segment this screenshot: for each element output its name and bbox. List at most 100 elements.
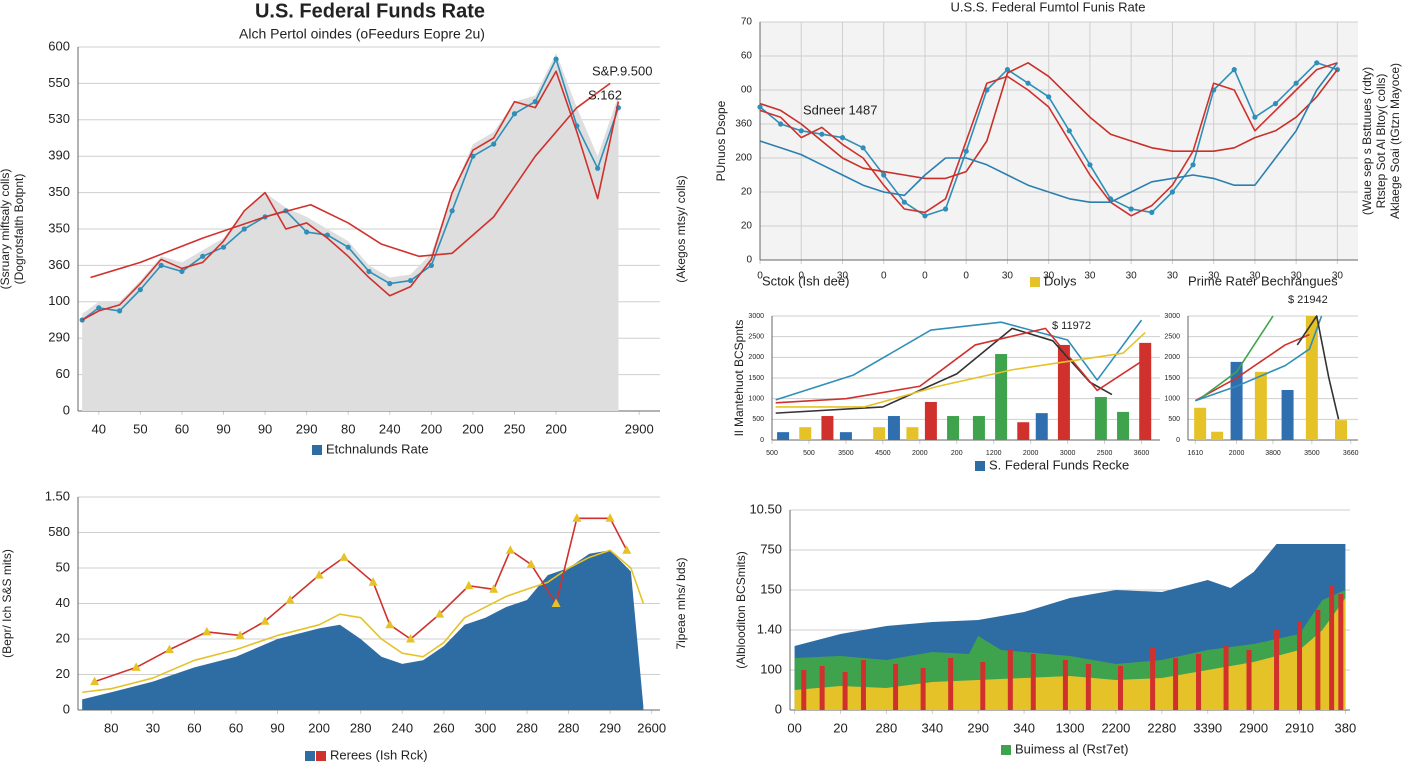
marker	[407, 277, 414, 284]
y-tick-label: 1.40	[757, 621, 782, 636]
marker	[922, 213, 928, 219]
y-tick-label: 600	[48, 38, 70, 53]
line	[759, 62, 1339, 203]
y-tick-label: 20	[741, 221, 753, 232]
bar	[801, 670, 807, 710]
marker	[137, 287, 143, 293]
marker	[798, 128, 804, 134]
axis-label: Il Mantehuot BCSpnts	[732, 320, 746, 437]
marker	[901, 199, 907, 205]
bar	[1335, 420, 1347, 440]
marker	[387, 281, 393, 287]
axis-label: (Bepr/ Ich S&S mits)	[0, 549, 14, 658]
bar	[980, 662, 986, 710]
x-tick-label: 2000	[1023, 450, 1039, 457]
x-tick-label: 30	[1084, 271, 1096, 282]
x-tick-label: 300	[475, 720, 497, 735]
x-tick-label: 3390	[1193, 720, 1222, 735]
marker	[345, 244, 351, 250]
y-tick-label: 2500	[1164, 334, 1180, 341]
y-tick-label: 100	[48, 293, 70, 308]
marker	[1272, 101, 1279, 107]
y-tick-label: 0	[63, 701, 70, 716]
x-tick-label: 280	[876, 720, 898, 735]
annotation: $ 11972	[1052, 320, 1091, 332]
marker	[1169, 189, 1176, 195]
x-tick-label: 30	[1167, 271, 1179, 282]
y-tick-label: 200	[735, 153, 752, 164]
marker	[164, 644, 174, 654]
x-tick-label: 1610	[1187, 450, 1203, 457]
marker	[819, 131, 825, 137]
marker	[942, 206, 949, 212]
x-tick-label: 30	[1126, 271, 1138, 282]
bar	[842, 672, 848, 710]
bar	[1057, 344, 1070, 440]
x-tick-label: 200	[951, 450, 963, 457]
bar	[1007, 650, 1013, 710]
line	[1195, 315, 1323, 402]
axis-label: PUnuos Dsope	[714, 100, 728, 181]
y-tick-label: 0	[760, 437, 764, 444]
y-tick-label: 60	[56, 366, 70, 381]
x-tick-label: 90	[270, 720, 284, 735]
marker	[572, 513, 582, 522]
y-tick-label: 350	[48, 220, 70, 235]
y-tick-label: 0	[746, 255, 752, 266]
bar	[1139, 342, 1152, 440]
x-tick-label: 500	[803, 450, 815, 457]
bar	[1254, 371, 1267, 440]
x-tick-label: 2600	[637, 720, 666, 735]
x-tick-label: 280	[558, 720, 580, 735]
x-tick-label: 280	[516, 720, 538, 735]
marker	[304, 229, 310, 235]
x-tick-label: 4500	[875, 450, 891, 457]
marker	[526, 559, 536, 568]
bar	[821, 416, 834, 440]
legend-swatch	[1001, 745, 1011, 755]
marker	[1252, 114, 1258, 120]
x-tick-label: 2900	[625, 421, 654, 436]
y-tick-label: 60	[741, 51, 753, 62]
bar	[1223, 646, 1229, 710]
area	[794, 598, 1346, 710]
legend-label: Etchnalunds Rate	[326, 441, 429, 456]
axis-label: Rtstep Sot Al Bltoy( colls)	[1374, 74, 1388, 209]
x-tick-label: 2280	[1147, 720, 1176, 735]
bar	[972, 416, 985, 440]
marker	[778, 121, 784, 127]
line	[1296, 315, 1340, 420]
x-tick-label: 340	[921, 720, 943, 735]
axis-label: (Waue sep s Bsttuues (rdty)	[1360, 67, 1374, 215]
bar	[995, 354, 1008, 440]
axis-label: (Akegos mtsy/ colls)	[674, 175, 688, 282]
marker	[202, 626, 212, 636]
marker	[1046, 94, 1052, 100]
y-tick-label: 100	[760, 661, 782, 676]
marker	[90, 676, 100, 686]
marker	[200, 253, 206, 259]
chart-title: U.S. Federal Funds Rate	[255, 0, 485, 22]
bar	[1173, 658, 1179, 710]
x-tick-label: 380	[1335, 720, 1357, 735]
line	[775, 331, 1146, 408]
bar	[860, 660, 866, 710]
x-tick-label: 40	[92, 421, 106, 436]
bar	[819, 666, 825, 710]
bar	[1329, 586, 1335, 710]
marker	[881, 172, 887, 178]
line	[775, 327, 1142, 404]
x-tick-label: 1300	[1056, 720, 1085, 735]
y-tick-label: 1500	[748, 375, 764, 382]
marker	[385, 619, 395, 629]
bar	[1017, 422, 1030, 440]
x-tick-label: 30	[1249, 271, 1261, 282]
x-tick-label: 290	[967, 720, 989, 735]
marker	[1314, 60, 1320, 66]
x-tick-label: 30	[1043, 271, 1055, 282]
y-tick-label: 150	[760, 581, 782, 596]
bar	[1150, 648, 1156, 710]
marker	[839, 135, 846, 141]
